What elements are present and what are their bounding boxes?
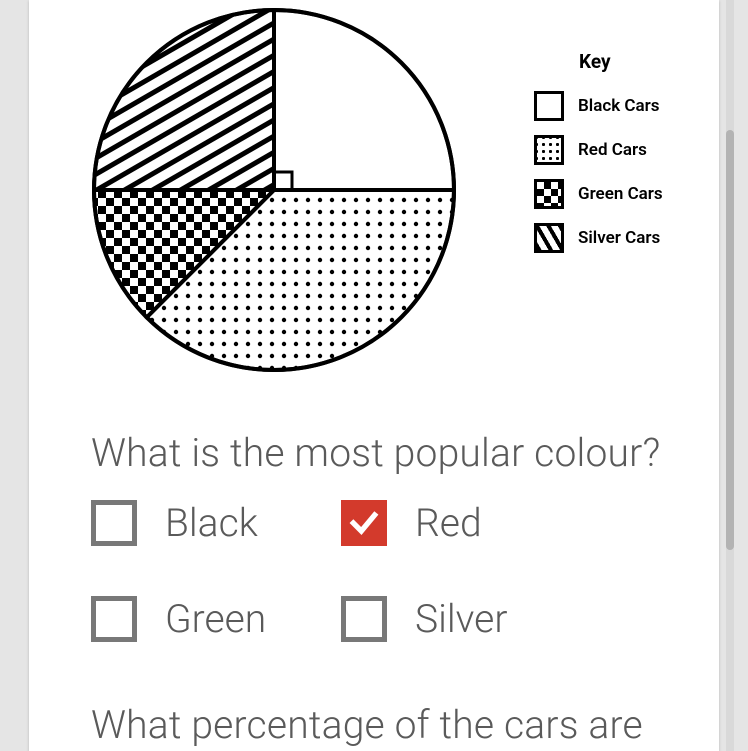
- key-swatch: [534, 179, 564, 209]
- key-label: Silver Cars: [578, 228, 660, 248]
- checkbox-silver[interactable]: [341, 596, 387, 642]
- key-swatch: [534, 135, 564, 165]
- option-label: Green: [165, 596, 266, 642]
- key-item: Black Cars: [534, 91, 714, 121]
- answer-options: Black Red Green Silver: [91, 500, 651, 692]
- key-item: Red Cars: [534, 135, 714, 165]
- option-black[interactable]: Black: [91, 500, 341, 546]
- key-swatch: [534, 223, 564, 253]
- question-2: What percentage of the cars are: [91, 702, 643, 748]
- key-title: Key: [579, 50, 714, 73]
- scrollbar-thumb[interactable]: [726, 130, 734, 550]
- check-icon: [348, 507, 380, 539]
- checkbox-red[interactable]: [341, 500, 387, 546]
- pie-chart: [74, 0, 474, 390]
- option-silver[interactable]: Silver: [341, 596, 591, 642]
- option-label: Black: [165, 500, 258, 546]
- option-green[interactable]: Green: [91, 596, 341, 642]
- option-label: Red: [415, 500, 482, 546]
- chart-key: Key Black Cars Red Cars Green Cars Silver C…: [534, 50, 714, 267]
- quiz-card: Key Black Cars Red Cars Green Cars Silver C…: [29, 0, 719, 751]
- option-red[interactable]: Red: [341, 500, 591, 546]
- key-label: Red Cars: [578, 140, 647, 160]
- checkbox-green[interactable]: [91, 596, 137, 642]
- key-item: Green Cars: [534, 179, 714, 209]
- option-label: Silver: [415, 596, 507, 642]
- key-label: Black Cars: [578, 96, 660, 116]
- checkbox-black[interactable]: [91, 500, 137, 546]
- key-label: Green Cars: [578, 184, 663, 204]
- key-swatch: [534, 91, 564, 121]
- key-item: Silver Cars: [534, 223, 714, 253]
- question-1: What is the most popular colour?: [91, 430, 660, 476]
